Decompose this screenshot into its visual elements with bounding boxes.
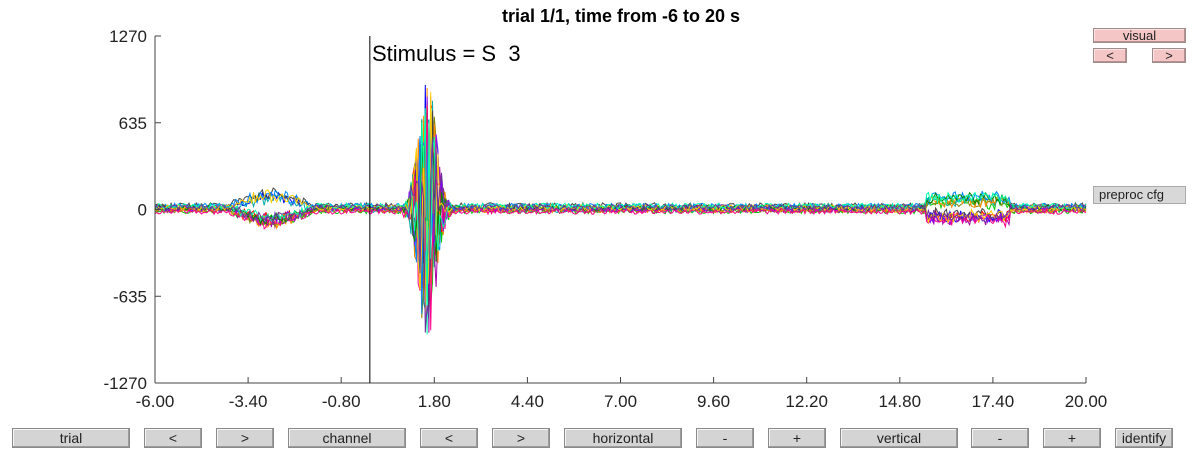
channel-next-button[interactable]: > xyxy=(492,428,550,448)
y-tick-label: 0 xyxy=(138,201,147,220)
x-tick-label: -6.00 xyxy=(136,392,175,411)
visual-prev-button[interactable]: < xyxy=(1093,48,1127,63)
vertical-minus-button[interactable]: - xyxy=(971,428,1029,448)
signal-trace xyxy=(154,110,1087,314)
x-tick-label: 7.00 xyxy=(604,392,637,411)
horizontal-minus-button[interactable]: - xyxy=(696,428,754,448)
channel-prev-button[interactable]: < xyxy=(420,428,478,448)
preproc-cfg-label: preproc cfg xyxy=(1093,186,1186,204)
trial-next-button[interactable]: > xyxy=(216,428,274,448)
signal-trace xyxy=(154,96,1087,319)
trial-prev-button[interactable]: < xyxy=(144,428,202,448)
signal-trace xyxy=(154,91,1087,313)
visual-button[interactable]: visual xyxy=(1093,28,1186,43)
y-tick-label: -635 xyxy=(113,287,147,306)
signal-trace xyxy=(154,138,1087,333)
trial-button[interactable]: trial xyxy=(12,428,130,448)
x-tick-label: 14.80 xyxy=(879,392,922,411)
figure-title: trial 1/1, time from -6 to 20 s xyxy=(501,6,741,26)
horizontal-button[interactable]: horizontal xyxy=(564,428,682,448)
plot-axes: 1270 635 0 -635 -1270-6.00 -3.40 -0.80 1.80 4.40… xyxy=(104,27,1108,411)
vertical-button[interactable]: vertical xyxy=(840,428,958,448)
signal-traces xyxy=(154,84,1087,335)
x-tick-label: 17.40 xyxy=(972,392,1015,411)
x-tick-label: 4.40 xyxy=(511,392,544,411)
x-tick-label: 20.00 xyxy=(1065,392,1108,411)
signal-trace xyxy=(154,87,1087,285)
horizontal-plus-button[interactable]: + xyxy=(768,428,826,448)
identify-button[interactable]: identify xyxy=(1115,428,1173,448)
visual-next-button[interactable]: > xyxy=(1152,48,1186,63)
x-tick-label: -0.80 xyxy=(322,392,361,411)
channel-button[interactable]: channel xyxy=(288,428,406,448)
x-tick-label: 9.60 xyxy=(697,392,730,411)
vertical-plus-button[interactable]: + xyxy=(1043,428,1101,448)
y-tick-label: 1270 xyxy=(109,27,147,46)
y-tick-label: -1270 xyxy=(104,374,147,393)
x-tick-label: -3.40 xyxy=(229,392,268,411)
signal-trace xyxy=(154,120,1087,262)
x-tick-label: 12.20 xyxy=(785,392,828,411)
y-tick-label: 635 xyxy=(119,114,147,133)
event-label: Stimulus = S 3 xyxy=(372,41,521,66)
x-tick-label: 1.80 xyxy=(418,392,451,411)
